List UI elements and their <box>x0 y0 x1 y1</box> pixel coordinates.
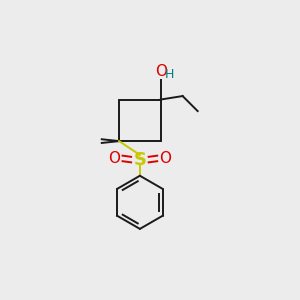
Text: O: O <box>109 151 121 166</box>
Text: H: H <box>165 68 174 81</box>
Text: O: O <box>155 64 167 79</box>
Text: O: O <box>159 151 171 166</box>
Text: S: S <box>134 151 146 169</box>
